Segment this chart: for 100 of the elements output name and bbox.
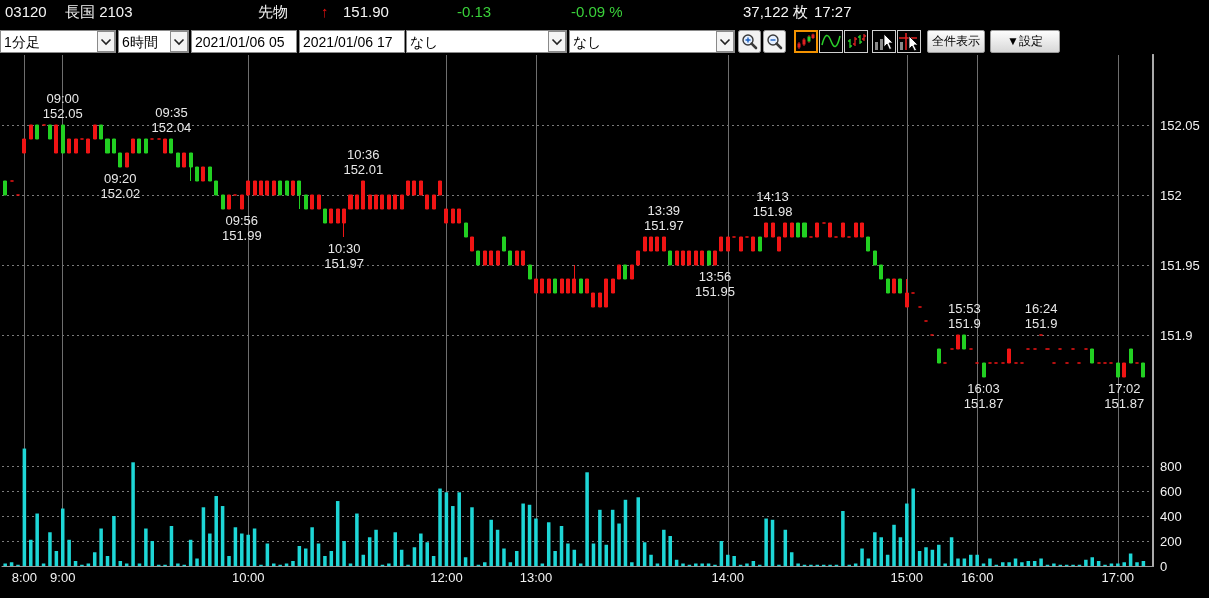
candlestick	[771, 222, 775, 238]
candlestick	[777, 236, 781, 252]
candlestick	[355, 194, 359, 210]
candlestick	[566, 278, 570, 294]
candlestick	[393, 194, 397, 210]
text: ▼設定	[990, 30, 1060, 53]
bar	[489, 519, 493, 566]
y2-tick-label: 600	[1160, 483, 1182, 499]
bar	[9, 562, 14, 566]
bar	[1039, 558, 1043, 566]
annotation: 09:20 152.02	[100, 171, 141, 201]
candlestick	[1141, 362, 1145, 378]
bar	[112, 516, 116, 566]
bar	[1135, 562, 1139, 566]
candlestick	[489, 250, 493, 266]
bar	[240, 533, 244, 566]
candlestick	[105, 138, 110, 154]
bar	[457, 492, 461, 566]
candlestick	[176, 152, 180, 168]
text: 1分足	[0, 30, 116, 53]
bar	[975, 554, 979, 566]
y-tick-label: 151.95	[1160, 257, 1200, 273]
candlestick	[48, 124, 52, 140]
candlestick	[828, 222, 832, 238]
candlestick	[726, 236, 730, 252]
text: 先物	[258, 3, 288, 20]
bar	[956, 558, 960, 566]
candlestick	[425, 194, 429, 210]
candlestick	[368, 194, 372, 210]
candlestick	[317, 194, 321, 210]
candlestick	[982, 362, 986, 378]
bar	[99, 528, 103, 566]
bar	[502, 548, 506, 566]
candlestick	[329, 208, 333, 224]
candlestick	[457, 208, 461, 224]
candlestick	[764, 222, 768, 238]
bar	[208, 533, 212, 566]
candlestick	[400, 194, 404, 210]
candlestick	[310, 194, 314, 210]
candlestick	[560, 278, 564, 294]
candlestick	[502, 236, 506, 252]
bar	[1122, 562, 1126, 566]
bar	[438, 488, 442, 566]
candlestick	[35, 124, 39, 140]
bar	[60, 508, 65, 566]
candlestick	[496, 250, 500, 266]
bar	[374, 529, 378, 566]
x-tick-label: 12:00	[430, 570, 463, 585]
bar	[662, 529, 666, 566]
candlestick	[240, 194, 244, 210]
candlestick	[707, 250, 711, 266]
candlestick	[802, 222, 807, 238]
y-tick-label: 152	[1160, 187, 1182, 203]
candlestick	[131, 138, 135, 154]
candlestick	[483, 250, 487, 266]
candlestick	[125, 152, 129, 168]
candlestick	[253, 180, 257, 196]
annotation: 10:30 151.97	[324, 241, 364, 271]
candlestick	[515, 250, 519, 266]
candlestick	[540, 278, 544, 294]
bar	[988, 558, 992, 566]
candlestick	[598, 292, 602, 308]
candlestick	[476, 250, 480, 266]
candlestick	[694, 250, 698, 266]
annotation: 09:56 151.99	[221, 213, 262, 243]
candlestick	[182, 152, 186, 168]
bar	[732, 556, 736, 566]
bar	[355, 513, 359, 566]
bar	[521, 503, 525, 566]
candlestick	[937, 348, 941, 364]
annotation: 16:24 151.9	[1024, 301, 1058, 331]
bar	[553, 551, 557, 566]
candlestick	[886, 278, 890, 294]
bar	[144, 528, 148, 566]
text: なし	[406, 30, 567, 53]
candlestick	[67, 138, 71, 154]
bar	[393, 532, 398, 566]
candlestick	[278, 180, 282, 196]
candlestick	[591, 292, 595, 308]
candlestick	[451, 208, 455, 224]
candlestick	[579, 278, 583, 294]
text: -0.09 %	[571, 3, 623, 20]
candlestick	[719, 236, 723, 252]
candlestick	[246, 180, 250, 196]
bar	[630, 562, 634, 566]
bar	[649, 554, 653, 566]
text: -0.13	[457, 3, 492, 20]
bar	[48, 532, 52, 566]
text: 151.90	[343, 3, 389, 20]
bar	[1020, 562, 1024, 566]
bar	[598, 509, 602, 566]
candlestick	[259, 180, 263, 196]
candlestick	[547, 278, 551, 294]
candlestick	[336, 208, 340, 224]
candlestick	[470, 236, 474, 252]
candlestick	[265, 180, 269, 196]
bar	[534, 518, 538, 566]
candlestick	[866, 236, 870, 252]
bar	[425, 542, 429, 566]
bar	[1084, 559, 1088, 566]
